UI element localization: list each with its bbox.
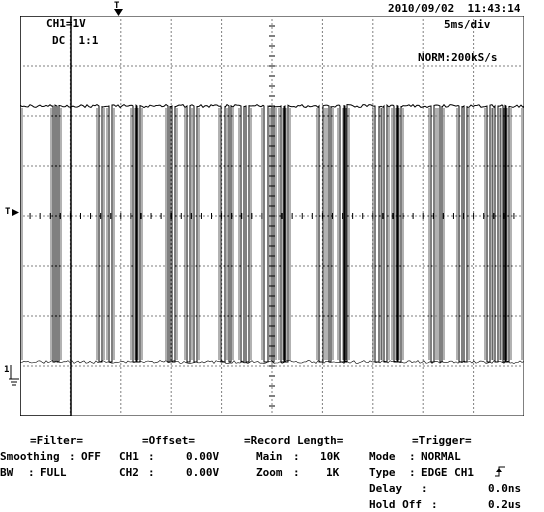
filter-title: =Filter=	[30, 434, 83, 447]
trigger-holdoff-colon: :	[431, 498, 438, 511]
timestamp: 2010/09/02 11:43:14	[388, 2, 521, 15]
trigger-position-marker: T	[114, 1, 120, 11]
offset-ch2-colon: :	[148, 466, 155, 479]
trigger-holdoff-value: 0.2us	[488, 498, 522, 511]
channel-coupling: DC 1:1	[52, 34, 99, 47]
waveform-display[interactable]	[20, 16, 524, 416]
trigger-mode-label: Mode	[369, 450, 396, 463]
trigger-delay-value: 0.0ns	[488, 482, 522, 495]
offset-ch1-colon: :	[148, 450, 155, 463]
bw-colon: :	[28, 466, 35, 479]
smoothing-value: OFF	[81, 450, 101, 463]
ch1-trace	[20, 103, 524, 363]
bw-label: BW	[0, 466, 14, 479]
acquisition-mode: NORM:200kS/s	[418, 51, 498, 64]
ch1-trace-shadow	[20, 108, 524, 364]
trigger-position-arrow-icon	[114, 9, 123, 16]
ch1-ground-marker: 1	[4, 365, 10, 375]
bw-value: FULL	[40, 466, 67, 479]
rising-edge-icon	[495, 466, 505, 477]
trigger-level-arrow-icon	[12, 209, 19, 216]
offset-ch2-value: 0.00V	[186, 466, 220, 479]
record-zoom-value: 1K	[326, 466, 340, 479]
channel-scale: CH1=1V	[46, 17, 86, 30]
offset-title: =Offset=	[142, 434, 195, 447]
trigger-level-marker: T	[5, 207, 11, 217]
offset-ch2-label: CH2	[119, 466, 139, 479]
record-main-label: Main	[256, 450, 283, 463]
trigger-title: =Trigger=	[412, 434, 472, 447]
offset-ch1-label: CH1	[119, 450, 139, 463]
trigger-mode-colon: :	[409, 450, 416, 463]
zoom-window-box	[20, 16, 72, 416]
trigger-type-value: EDGE CH1	[421, 466, 474, 479]
timebase: 5ms/div	[444, 18, 491, 31]
smoothing-colon: :	[69, 450, 76, 463]
trigger-delay-colon: :	[421, 482, 428, 495]
record-zoom-colon: :	[293, 466, 300, 479]
trigger-delay-label: Delay	[369, 482, 403, 495]
record-main-value: 10K	[320, 450, 340, 463]
record-main-colon: :	[293, 450, 300, 463]
trigger-type-label: Type	[369, 466, 396, 479]
trigger-holdoff-label: Hold Off	[369, 498, 422, 511]
record-zoom-label: Zoom	[256, 466, 283, 479]
offset-ch1-value: 0.00V	[186, 450, 220, 463]
trigger-type-colon: :	[409, 466, 416, 479]
trigger-mode-value: NORMAL	[421, 450, 461, 463]
record-length-title: =Record Length=	[244, 434, 344, 447]
smoothing-label: Smoothing	[0, 450, 60, 463]
ground-icon	[9, 365, 19, 386]
